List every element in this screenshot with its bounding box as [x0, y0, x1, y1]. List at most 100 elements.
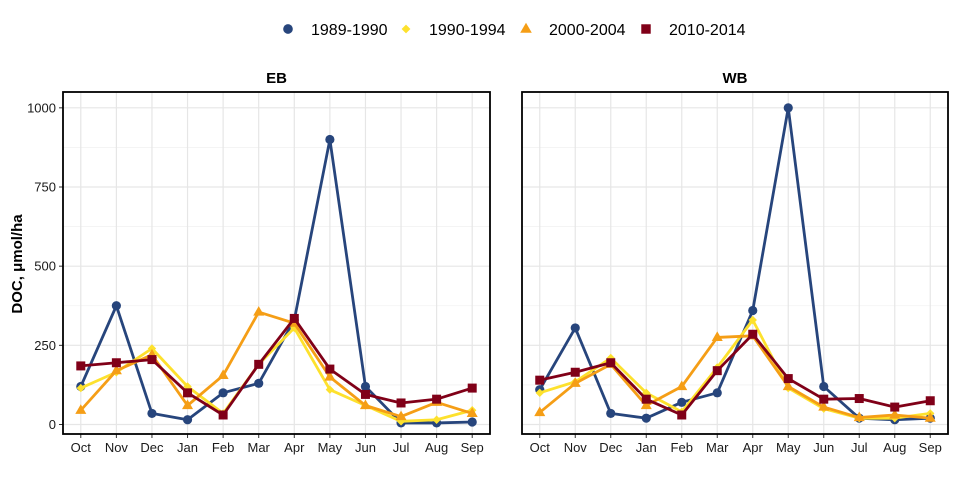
data-point-2010-2014-oct: [76, 361, 86, 371]
legend-label-1989-1990: 1989-1990: [311, 22, 388, 39]
x-tick-label: Nov: [105, 440, 129, 455]
data-point-1989-1990-jun: [360, 381, 371, 392]
data-point-1990-1994-apr: [748, 315, 757, 325]
data-point-2000-2004-sep: [924, 412, 936, 422]
data-point-1989-1990-dec: [147, 408, 157, 419]
panel-background: [63, 92, 490, 434]
data-point-1989-1990-jun: [819, 381, 829, 392]
data-point-2010-2014-dec: [147, 355, 157, 365]
data-point-1990-1994-aug: [432, 415, 441, 424]
legend-marker-2000-2004: [520, 22, 532, 33]
data-point-2010-2014-feb: [218, 410, 228, 420]
data-point-2000-2004-jul: [853, 411, 865, 422]
legend-label-2000-2004: 2000-2004: [549, 22, 626, 39]
data-point-2010-2014-sep: [467, 383, 477, 393]
data-point-1989-1990-mar: [254, 378, 264, 388]
data-point-2000-2004-mar: [711, 331, 723, 342]
data-point-2000-2004-mar: [253, 306, 265, 316]
data-point-2010-2014-jun: [360, 389, 370, 399]
legend-item-1990-1994: 1990-1994: [401, 22, 506, 39]
data-point-2000-2004-jun: [359, 399, 371, 410]
facet-title-wb: WB: [723, 70, 748, 87]
data-point-1989-1990-dec: [606, 408, 616, 419]
panel-border: [62, 91, 491, 435]
x-tick-label: Mar: [248, 440, 271, 455]
data-point-2000-2004-oct: [75, 404, 87, 414]
data-point-2010-2014-jul: [396, 398, 406, 408]
data-point-2000-2004-oct: [534, 406, 546, 417]
panel-border: [521, 91, 949, 435]
data-point-2010-2014-dec: [606, 358, 616, 368]
data-point-2010-2014-jun: [819, 394, 829, 404]
series-line-2000-2004: [79, 310, 474, 418]
data-point-1989-1990-feb: [218, 388, 228, 398]
x-tick-label: May: [776, 440, 801, 455]
data-point-2000-2004-jan: [640, 399, 652, 410]
data-point-1989-1990-feb: [677, 397, 687, 407]
x-tick-label: Feb: [212, 440, 234, 455]
data-point-2010-2014-apr: [748, 329, 758, 339]
data-point-2010-2014-may: [325, 364, 335, 374]
data-point-2010-2014-nov: [570, 367, 580, 377]
series-2010-2014: [76, 313, 477, 420]
legend-marker-1990-1994: [401, 24, 411, 34]
panels: EB Oct Nov Dec Jan Feb Mar Apr May Jun Jul Aug Sep 0 2…: [27, 70, 949, 455]
series-2010-2014: [535, 329, 935, 420]
data-point-2000-2004-jul: [395, 410, 407, 421]
data-point-2000-2004-feb: [217, 369, 229, 380]
data-point-1989-1990-nov: [111, 301, 121, 311]
x-tick-label: Apr: [284, 440, 305, 455]
data-point-2010-2014-jul: [854, 394, 864, 404]
x-tick-label: Jan: [636, 440, 657, 455]
x-tick-label: May: [318, 440, 343, 455]
x-tick-label: Oct: [71, 440, 92, 455]
data-point-2010-2014-mar: [254, 359, 264, 369]
x-tick-label: Jun: [355, 440, 376, 455]
y-tick-label: 750: [34, 180, 56, 195]
data-point-1989-1990-nov: [570, 323, 580, 333]
data-point-2000-2004-may: [782, 380, 794, 391]
panel-wb: WB Oct Nov Dec Jan Feb Mar Apr May Jun Jul Aug Sep: [521, 70, 949, 455]
data-point-2010-2014-mar: [712, 366, 722, 376]
data-point-2010-2014-sep: [925, 396, 935, 406]
x-tick-label: Jul: [851, 440, 868, 455]
data-point-1989-1990-sep: [467, 417, 477, 427]
x-tick-label: Dec: [140, 440, 164, 455]
legend-item-1989-1990: 1989-1990: [283, 22, 388, 39]
data-point-2010-2014-may: [783, 374, 793, 384]
x-tick-label: Sep: [919, 440, 942, 455]
x-tick-label: Jun: [813, 440, 834, 455]
data-point-1989-1990-jan: [641, 413, 651, 423]
data-point-1989-1990-apr: [748, 305, 758, 316]
series-line-1989-1990: [79, 138, 474, 425]
data-point-2010-2014-apr: [289, 313, 299, 323]
data-point-2000-2004-nov: [569, 377, 581, 387]
y-tick-label: 500: [34, 259, 56, 274]
data-point-2010-2014-aug: [890, 402, 900, 412]
panel-background: [522, 92, 948, 434]
legend-item-2000-2004: 2000-2004: [520, 22, 626, 39]
legend-label-2010-2014: 2010-2014: [669, 22, 746, 39]
data-point-1989-1990-may: [325, 134, 335, 145]
legend-item-2010-2014: 2010-2014: [641, 22, 746, 39]
data-point-2000-2004-aug: [889, 409, 901, 419]
x-tick-label: Feb: [671, 440, 693, 455]
data-point-2000-2004-jan: [182, 399, 194, 410]
data-point-2000-2004-feb: [676, 380, 688, 391]
x-tick-label: Apr: [743, 440, 764, 455]
x-tick-label: Jan: [177, 440, 198, 455]
data-point-2000-2004-may: [324, 371, 336, 381]
data-point-1990-1994-may: [325, 385, 335, 394]
data-point-1989-1990-mar: [712, 388, 722, 398]
data-point-2010-2014-jan: [183, 388, 193, 398]
x-tick-label: Mar: [706, 440, 729, 455]
legend-marker-1989-1990: [283, 24, 293, 34]
x-tick-label: Nov: [564, 440, 588, 455]
y-axis-title: DOC, μmol/ha: [9, 214, 26, 314]
legend-marker-2010-2014: [641, 24, 651, 34]
data-point-1989-1990-may: [783, 103, 793, 113]
facet-title-eb: EB: [266, 70, 287, 87]
x-tick-label: Aug: [883, 440, 906, 455]
